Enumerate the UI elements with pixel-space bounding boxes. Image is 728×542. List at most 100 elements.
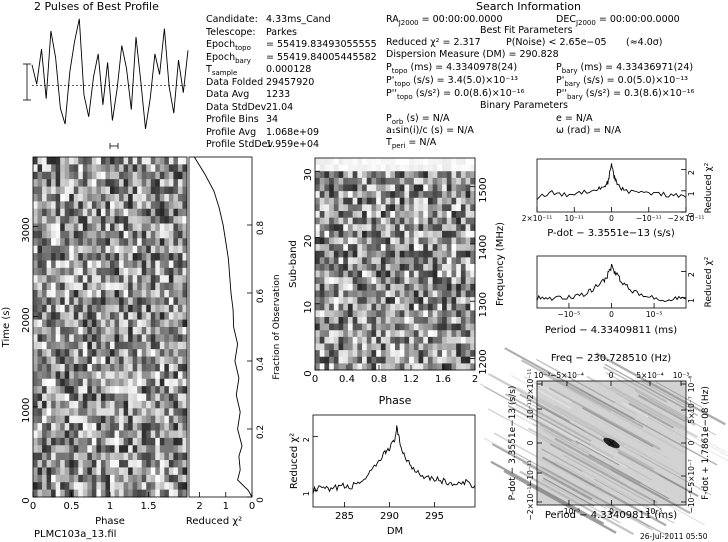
heatmap-cell (319, 230, 325, 238)
heatmap-cell (338, 184, 344, 192)
heatmap-cell (366, 317, 372, 324)
heatmap-cell (347, 336, 353, 344)
right-tick-label: 0.6 (256, 289, 266, 304)
heatmap-cell (362, 363, 368, 371)
heatmap-cell (315, 257, 321, 265)
chi2-ridge (542, 477, 595, 507)
heatmap-cell (413, 164, 419, 172)
heatmap-cell (37, 334, 43, 343)
heatmap-cell (427, 363, 433, 371)
heatmap-cell (69, 349, 75, 357)
heatmap-cell (366, 264, 372, 271)
heatmap-cell (385, 297, 391, 305)
heatmap-cell (404, 330, 410, 338)
x-tick-label: 0 (30, 501, 36, 512)
heatmap-cell (446, 250, 452, 258)
heatmap-cell (437, 217, 443, 225)
heatmap-cell (114, 267, 120, 276)
heatmap-cell (69, 253, 75, 261)
heatmap-cell (110, 312, 115, 320)
heatmap-cell (105, 157, 111, 165)
heatmap-cell (324, 158, 330, 165)
heatmap-cell (33, 157, 38, 165)
heatmap-cell (155, 260, 161, 269)
heatmap-cell (100, 282, 106, 291)
heatmap-cell (333, 310, 339, 318)
heatmap-cell (390, 363, 396, 371)
heatmap-cell (159, 312, 165, 320)
heatmap-cell (385, 343, 391, 351)
heatmap-cell (82, 445, 88, 453)
heatmap-cell (146, 327, 152, 335)
heatmap-cell (91, 393, 97, 402)
heatmap-cell (96, 260, 102, 269)
heatmap-cell (343, 343, 349, 351)
heatmap-cell (371, 211, 377, 218)
chi2-ridge (591, 446, 653, 481)
heatmap-cell (51, 157, 56, 165)
heatmap-cell (150, 208, 156, 217)
heatmap-cell (177, 253, 183, 261)
heatmap-cell (73, 437, 79, 446)
heatmap-cell (315, 363, 321, 371)
heatmap-cell (114, 157, 120, 165)
heatmap-cell (427, 290, 433, 298)
heatmap-cell (380, 164, 386, 172)
heatmap-cell (418, 303, 424, 311)
heatmap-cell (409, 283, 415, 291)
heatmap-cell (423, 310, 429, 318)
heatmap-cell (423, 277, 429, 285)
heatmap-cell (132, 423, 138, 431)
heatmap-cell (42, 290, 47, 298)
heatmap-cell (409, 277, 415, 285)
heatmap-cell (366, 356, 372, 364)
heatmap-cell (78, 378, 84, 387)
heatmap-cell (60, 304, 66, 313)
heatmap-cell (347, 204, 353, 212)
heatmap-cell (446, 164, 452, 172)
heatmap-cell (37, 349, 43, 357)
heatmap-cell (100, 267, 106, 276)
heatmap-cell (137, 474, 143, 483)
heatmap-cell (60, 312, 66, 320)
heatmap-cell (164, 164, 170, 173)
heatmap-cell (168, 386, 174, 394)
heatmap-cell (437, 264, 443, 271)
heatmap-cell (150, 482, 156, 490)
heatmap-cell (413, 297, 419, 305)
heatmap-cell (182, 460, 188, 468)
heatmap-cell (105, 393, 111, 402)
heatmap-cell (42, 253, 47, 261)
heatmap-cell (460, 237, 466, 245)
heatmap-cell (123, 334, 129, 343)
heatmap-cell (177, 393, 183, 402)
heatmap-cell (460, 350, 466, 358)
heatmap-cell (82, 304, 88, 313)
heatmap-cell (114, 408, 120, 417)
heatmap-cell (137, 230, 143, 239)
heatmap-cell (399, 330, 405, 338)
heatmap-cell (119, 437, 124, 446)
top-tick-label: 10⁻³ (673, 371, 690, 380)
heatmap-cell (437, 257, 443, 265)
heatmap-cell (123, 230, 129, 239)
heatmap-cell (338, 303, 344, 311)
heatmap-cell (91, 208, 97, 217)
heatmap-cell (87, 245, 93, 254)
heatmap-cell (69, 356, 75, 365)
heatmap-cell (352, 171, 358, 179)
heatmap-cell (128, 245, 133, 254)
heatmap-cell (432, 330, 438, 338)
heatmap-cell (423, 264, 429, 271)
heatmap-cell (46, 349, 52, 357)
heatmap-cell (137, 223, 143, 232)
heatmap-cell (100, 452, 106, 461)
heatmap-cell (78, 467, 84, 476)
heatmap-cell (399, 164, 405, 172)
heatmap-cell (465, 356, 471, 364)
heatmap-cell (465, 177, 471, 185)
heatmap-cell (51, 304, 56, 313)
heatmap-cell (329, 257, 335, 265)
heatmap-cell (343, 336, 349, 344)
chi2-ridge (554, 437, 691, 515)
